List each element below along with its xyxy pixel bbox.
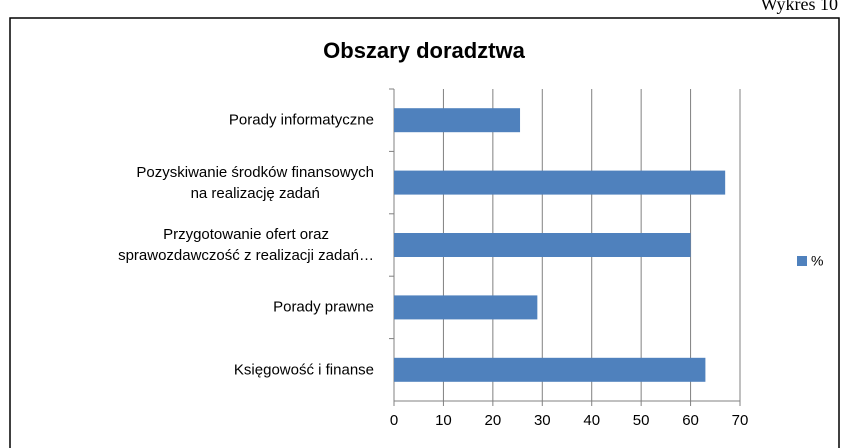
y-tick-label: Pozyskiwanie środków finansowych na real… [136, 163, 374, 202]
x-tick-label: 0 [390, 412, 398, 429]
bar [394, 108, 521, 133]
x-tick-label: 60 [682, 412, 699, 429]
y-tick-label: Księgowość i finanse [233, 361, 374, 379]
bar [394, 233, 691, 257]
y-tick-label: Porady informatyczne [228, 111, 374, 129]
x-tick-label: 10 [435, 412, 452, 429]
header: Wykres 10 [761, 0, 838, 14]
bar [394, 170, 726, 195]
x-tick-label: 40 [583, 412, 600, 429]
y-tick-label: Przygotowanie ofert oraz sprawozdawczość… [118, 226, 374, 264]
legend-label: % [811, 253, 823, 269]
x-tick-label: 70 [732, 412, 749, 429]
chart-title: Obszary doradztwa [323, 38, 525, 63]
x-tick-label: 20 [485, 412, 502, 429]
x-tick-label: 30 [534, 412, 551, 429]
bar [394, 357, 706, 382]
y-tick-label: Porady prawne [273, 298, 374, 316]
bar [394, 295, 538, 320]
x-tick-label: 50 [633, 412, 650, 429]
legend-swatch [797, 256, 807, 266]
